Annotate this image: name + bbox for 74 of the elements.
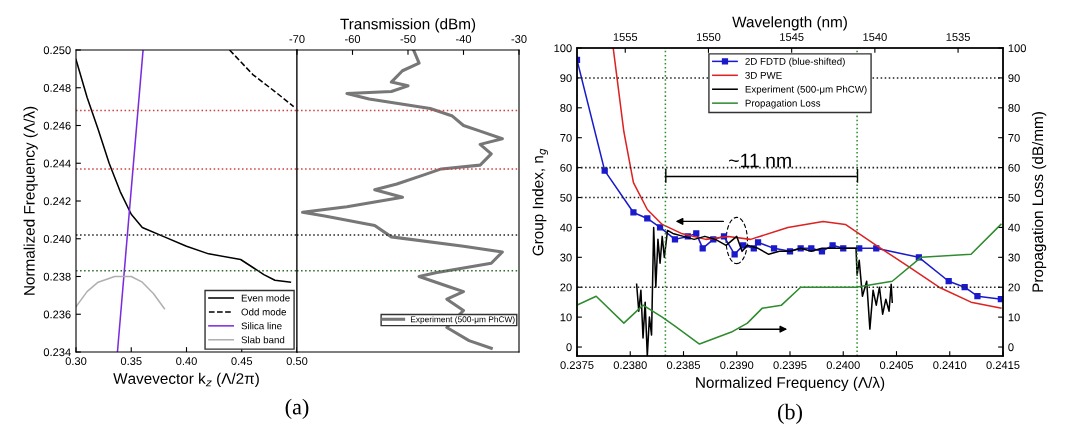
y2-tick-label: 0 — [1008, 343, 1014, 352]
y-tick-label: 30 — [560, 253, 572, 262]
text: (a) — [285, 398, 309, 419]
x-tick-label: 0.35 — [120, 357, 142, 366]
x-tick-label: -30 — [511, 35, 527, 43]
x2-axis-title: Wavelength (nm) — [732, 16, 847, 31]
x-tick-label: 0.40 — [176, 357, 197, 366]
x-tick-label: 0.2380 — [613, 361, 647, 370]
x2-tick-label: 1540 — [863, 33, 887, 41]
y-tick-label: 0.248 — [43, 84, 71, 92]
y-tick-label: 0.244 — [43, 159, 71, 168]
x-tick-label: 0.2395 — [773, 361, 807, 370]
legend-label: Experiment (500-μm PhCW) — [745, 85, 867, 95]
y-axis-title: Normalized Frequency (Λ/λ) — [23, 106, 38, 295]
y-axis-title: Group Index, n$_{g}$ — [532, 148, 548, 256]
x-tick-label: -60 — [344, 35, 361, 43]
x-tick-label: 0.2400 — [826, 361, 860, 370]
y-tick-label: 0.246 — [43, 121, 71, 130]
x-tick-label: 0.2385 — [666, 361, 701, 370]
x-tick-label: 0.2410 — [933, 361, 967, 370]
x-axis-title: Normalized Frequency (Λ/λ) — [696, 376, 885, 392]
y-tick-label: 0.250 — [43, 46, 71, 55]
x-axis-title: Transmission (dBm) — [340, 18, 476, 33]
x-tick-label: 0.45 — [231, 357, 253, 366]
y-tick-label: 70 — [560, 133, 572, 142]
legend-label: 2D FDTD (blue-shifted) — [745, 57, 845, 67]
y2-tick-label: 60 — [1008, 163, 1020, 172]
y-tick-label: 0.234 — [43, 348, 71, 357]
x-tick-label: 0.30 — [65, 357, 87, 366]
x2-tick-label: 1545 — [780, 33, 804, 41]
y2-tick-label: 50 — [1008, 193, 1020, 202]
y-tick-label: 0.242 — [43, 197, 71, 206]
y2-tick-label: 20 — [1008, 283, 1020, 292]
y2-tick-label: 10 — [1008, 313, 1020, 322]
x-tick-label: -70 — [289, 35, 305, 43]
legend-label: Odd mode — [241, 308, 286, 316]
y2-tick-label: 40 — [1008, 223, 1020, 232]
y-tick-label: 90 — [560, 74, 572, 83]
y2-tick-label: 90 — [1008, 74, 1020, 83]
legend-label: Experiment (500-μm PhCW) — [410, 316, 515, 324]
y2-tick-label: 70 — [1008, 133, 1020, 142]
x-tick-label: 0.2415 — [986, 361, 1020, 370]
y2-tick-label: 80 — [1008, 104, 1020, 112]
annotation: ~11 nm — [729, 153, 791, 168]
legend-label: 3D PWE — [745, 71, 782, 79]
x-tick-label: -50 — [400, 35, 416, 43]
y-tick-label: 10 — [560, 313, 572, 322]
y2-tick-label: 30 — [1008, 253, 1020, 262]
y-tick-label: 20 — [560, 283, 572, 292]
x-tick-label: 0.2390 — [720, 361, 754, 370]
x2-tick-label: 1535 — [946, 33, 970, 41]
y-tick-label: 0.238 — [43, 272, 71, 281]
y-tick-label: 60 — [560, 163, 572, 172]
x-tick-label: 0.2375 — [560, 361, 594, 370]
x-axis-title: Wavevector k$_{z}$ (Λ/2π) — [113, 372, 259, 388]
y2-axis-title: Propagation Loss (dB/mm) — [1031, 112, 1047, 292]
y-tick-label: 50 — [560, 193, 572, 202]
y-tick-label: 40 — [560, 223, 572, 232]
legend-label: Even mode — [241, 294, 290, 302]
x2-tick-label: 1555 — [613, 33, 638, 41]
x-tick-label: 0.2405 — [879, 361, 914, 370]
y-tick-label: 0.240 — [43, 235, 71, 243]
y-tick-label: 0 — [566, 343, 572, 352]
x-tick-label: 0.50 — [286, 357, 308, 366]
x-tick-label: -40 — [455, 35, 472, 43]
text: (b) — [778, 403, 802, 424]
legend-label: Propagation Loss — [745, 99, 821, 109]
y2-tick-label: 100 — [1008, 44, 1026, 53]
legend-label: Slab band — [241, 336, 285, 344]
y-tick-label: 0.236 — [43, 310, 71, 319]
x2-tick-label: 1550 — [696, 33, 721, 41]
y-tick-label: 100 — [554, 44, 572, 53]
y-tick-label: 80 — [560, 104, 572, 112]
legend-label: Silica line — [241, 322, 282, 330]
